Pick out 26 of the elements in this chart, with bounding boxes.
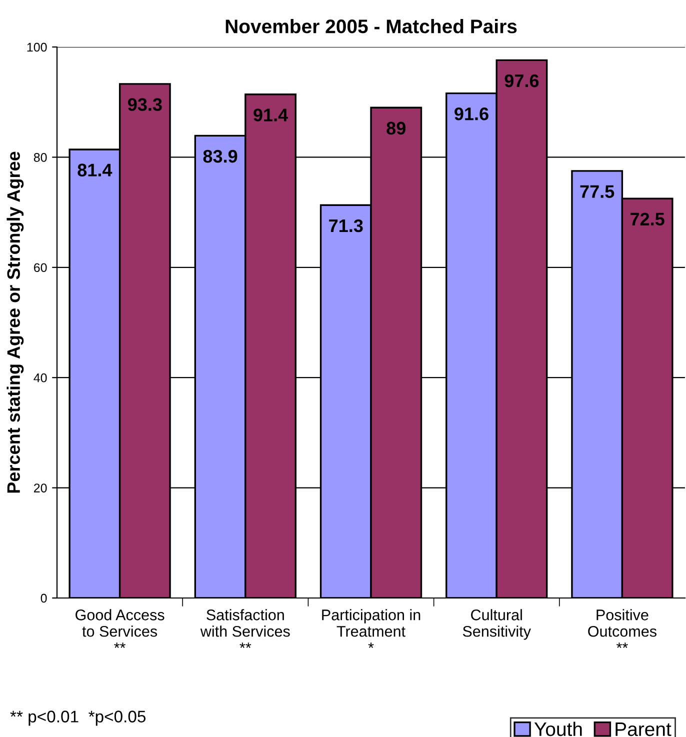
x-tick-label: Positive Outcomes **	[588, 609, 656, 648]
y-tick-label: 20	[34, 484, 47, 492]
data-label: 83.9	[203, 150, 238, 163]
data-label: 93.3	[128, 98, 162, 111]
y-tick-label: 0	[40, 594, 47, 603]
x-tick-label: Cultural Sensitivity	[462, 609, 531, 640]
legend-label: Parent	[616, 722, 672, 736]
data-label: 77.5	[580, 185, 614, 198]
chart-title: November 2005 - Matched Pairs	[226, 19, 517, 34]
data-label: 91.4	[254, 108, 288, 122]
x-tick-label: Participation in Treatment *	[322, 609, 420, 648]
y-tick-label: 80	[34, 153, 47, 162]
y-axis-title: Percent stating Agree or Strongly Agree	[6, 152, 24, 493]
y-tick-label: 60	[34, 263, 47, 272]
data-label: 72.5	[630, 212, 664, 226]
data-label: 91.6	[454, 107, 488, 120]
data-label: 71.3	[329, 219, 363, 232]
y-tick-label: 100	[27, 42, 47, 52]
data-label: 81.4	[78, 164, 112, 176]
y-tick-label: 40	[34, 373, 47, 382]
data-label: 89	[386, 122, 406, 135]
x-tick-label: Satisfaction with Services **	[200, 609, 290, 648]
text: ** p<0.01 *p<0.05	[10, 710, 146, 726]
data-label: 97.6	[504, 74, 539, 88]
legend-label: Youth	[534, 722, 582, 736]
x-tick-label: Good Access to Services **	[76, 609, 164, 648]
